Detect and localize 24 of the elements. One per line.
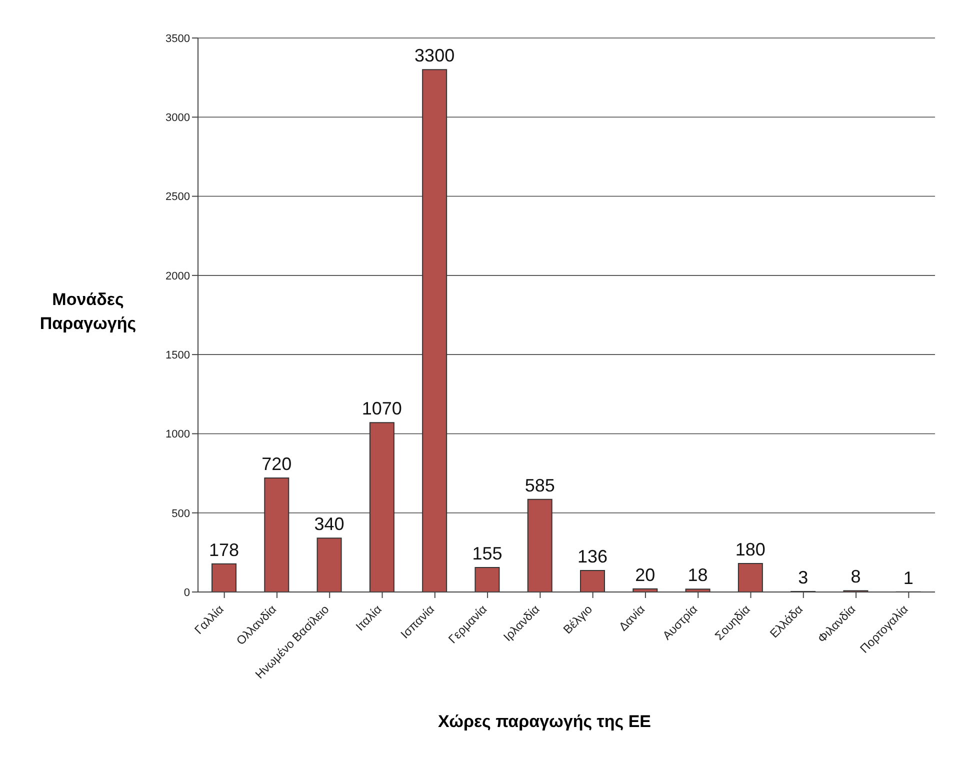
data-label: 8 [850, 566, 861, 587]
data-label: 720 [262, 454, 292, 474]
y-tick-label: 3500 [166, 32, 190, 45]
data-label: 155 [472, 543, 502, 564]
data-label: 178 [208, 540, 240, 560]
data-label: 3 [798, 568, 808, 588]
y-tick-label: 1000 [166, 428, 190, 441]
y-tick-label: 2500 [166, 191, 190, 204]
data-label: 18 [688, 565, 708, 586]
data-label: 340 [314, 514, 344, 534]
data-label: 136 [577, 546, 608, 566]
y-tick-label: 3000 [166, 112, 190, 124]
data-label: 585 [524, 475, 555, 496]
data-label: 20 [635, 564, 656, 585]
y-tick-label: 1500 [166, 349, 190, 362]
y-tick-label: 0 [184, 586, 190, 599]
data-label: 1 [903, 568, 914, 588]
data-label: 180 [735, 540, 766, 560]
y-axis-title: Μονάδες Παραγωγής [38, 289, 138, 335]
data-label: 3300 [414, 46, 455, 66]
y-tick-label: 2000 [166, 270, 190, 282]
y-tick-label: 500 [172, 508, 190, 520]
x-axis-title: Χώρες παραγωγής της ΕΕ [436, 712, 652, 732]
data-label: 1070 [362, 398, 402, 419]
